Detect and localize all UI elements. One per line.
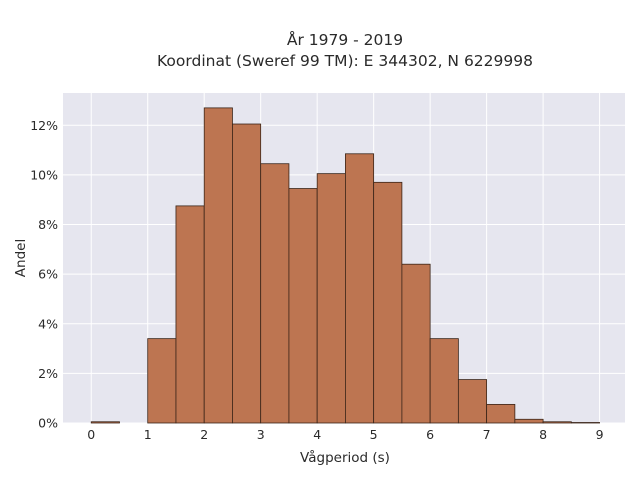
y-tick-label: 6% [38,267,58,282]
y-tick-label: 8% [38,217,58,232]
x-tick-label: 0 [87,427,95,442]
y-tick-label: 10% [30,167,58,182]
x-tick-label: 3 [257,427,265,442]
histogram-bar [457,379,488,424]
x-tick-label: 6 [426,427,434,442]
chart-subtitle: Koordinat (Sweref 99 TM): E 344302, N 62… [157,52,533,70]
x-tick-label: 1 [144,427,152,442]
y-tick-label: 0% [38,416,58,431]
histogram-bar [203,107,233,424]
histogram-bar [147,338,177,424]
y-tick-label: 12% [30,118,58,133]
histogram-bar [542,421,572,424]
histogram-bar [514,418,544,424]
x-axis-label: Vågperiod (s) [300,449,390,466]
histogram-bar [316,173,346,424]
y-tick-label: 4% [38,316,58,331]
x-tick-label: 5 [370,427,378,442]
histogram-bar [288,188,318,424]
histogram-bar [486,403,516,424]
x-tick-label: 7 [483,427,491,442]
histogram-bar [175,205,205,424]
chart-title: År 1979 - 2019 [287,30,403,49]
y-axis-label: Andel [13,239,29,277]
histogram-bar [232,123,262,424]
y-axis-ticks: 0% 2% 4% 6% 8% 10% 12% [30,118,58,431]
histogram-bar [260,163,290,424]
histogram-bars [90,107,600,424]
histogram-bar [345,153,375,424]
x-axis-ticks: 0 1 2 3 4 5 6 7 8 9 [87,427,603,442]
histogram-bar [90,421,120,424]
histogram-bar [401,263,431,424]
y-tick-label: 2% [38,366,58,381]
histogram-bar [429,338,459,424]
x-tick-label: 8 [539,427,547,442]
histogram-bar [373,181,403,424]
x-tick-label: 2 [200,427,208,442]
x-tick-label: 4 [313,427,321,442]
x-tick-label: 9 [596,427,604,442]
